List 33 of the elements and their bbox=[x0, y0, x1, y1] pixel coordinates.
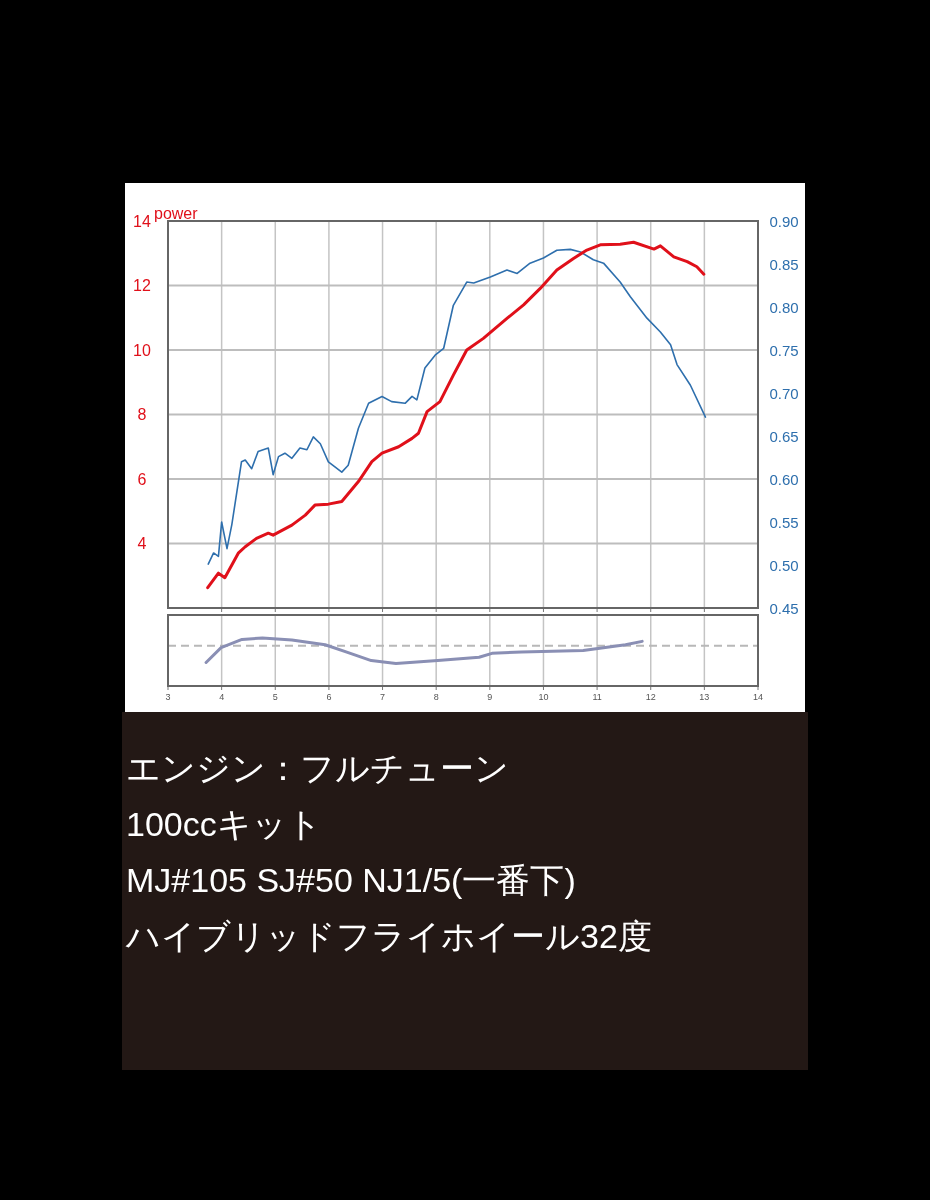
x-tick-label: 12 bbox=[645, 692, 656, 702]
y2-tick-label: 0.50 bbox=[769, 556, 799, 574]
x-tick-label: 7 bbox=[380, 692, 386, 702]
y-tick-label: 4 bbox=[137, 535, 147, 552]
x-tick-label: 6 bbox=[326, 692, 332, 702]
y2-tick-label: 0.65 bbox=[769, 427, 799, 445]
text: 100ccキット bbox=[126, 805, 322, 843]
y-tick-label: 6 bbox=[137, 470, 147, 488]
text: エンジン：フルチューン bbox=[126, 749, 509, 787]
y-tick-label: 8 bbox=[137, 406, 147, 423]
text: ハイブリッドフライホイール32度 bbox=[125, 917, 652, 955]
y-tick-label: 14 bbox=[133, 212, 151, 230]
x-tick-label: 11 bbox=[592, 692, 602, 702]
y2-tick-label: 0.85 bbox=[769, 255, 799, 273]
x-tick-label: 3 bbox=[165, 692, 171, 702]
text: MJ#105 SJ#50 NJ1/5(一番下) bbox=[126, 861, 576, 899]
y2-tick-label: 0.90 bbox=[769, 212, 799, 230]
y2-tick-label: 0.75 bbox=[769, 341, 799, 359]
x-tick-label: 13 bbox=[699, 692, 710, 702]
y2-tick-label: 0.70 bbox=[769, 384, 799, 402]
x-tick-label: 5 bbox=[272, 692, 278, 702]
y-axis-title: power bbox=[154, 205, 199, 222]
x-tick-label: 10 bbox=[538, 692, 549, 702]
y2-tick-label: 0.55 bbox=[769, 513, 799, 531]
y2-tick-label: 0.80 bbox=[769, 298, 799, 316]
y-tick-label: 10 bbox=[133, 341, 151, 359]
x-tick-label: 4 bbox=[219, 692, 225, 702]
x-tick-label: 14 bbox=[752, 692, 764, 702]
y2-tick-label: 0.45 bbox=[769, 599, 799, 617]
y-tick-label: 12 bbox=[133, 277, 151, 294]
y2-tick-label: 0.60 bbox=[769, 470, 799, 488]
x-tick-label: 9 bbox=[487, 692, 493, 702]
x-tick-label: 8 bbox=[433, 692, 439, 702]
